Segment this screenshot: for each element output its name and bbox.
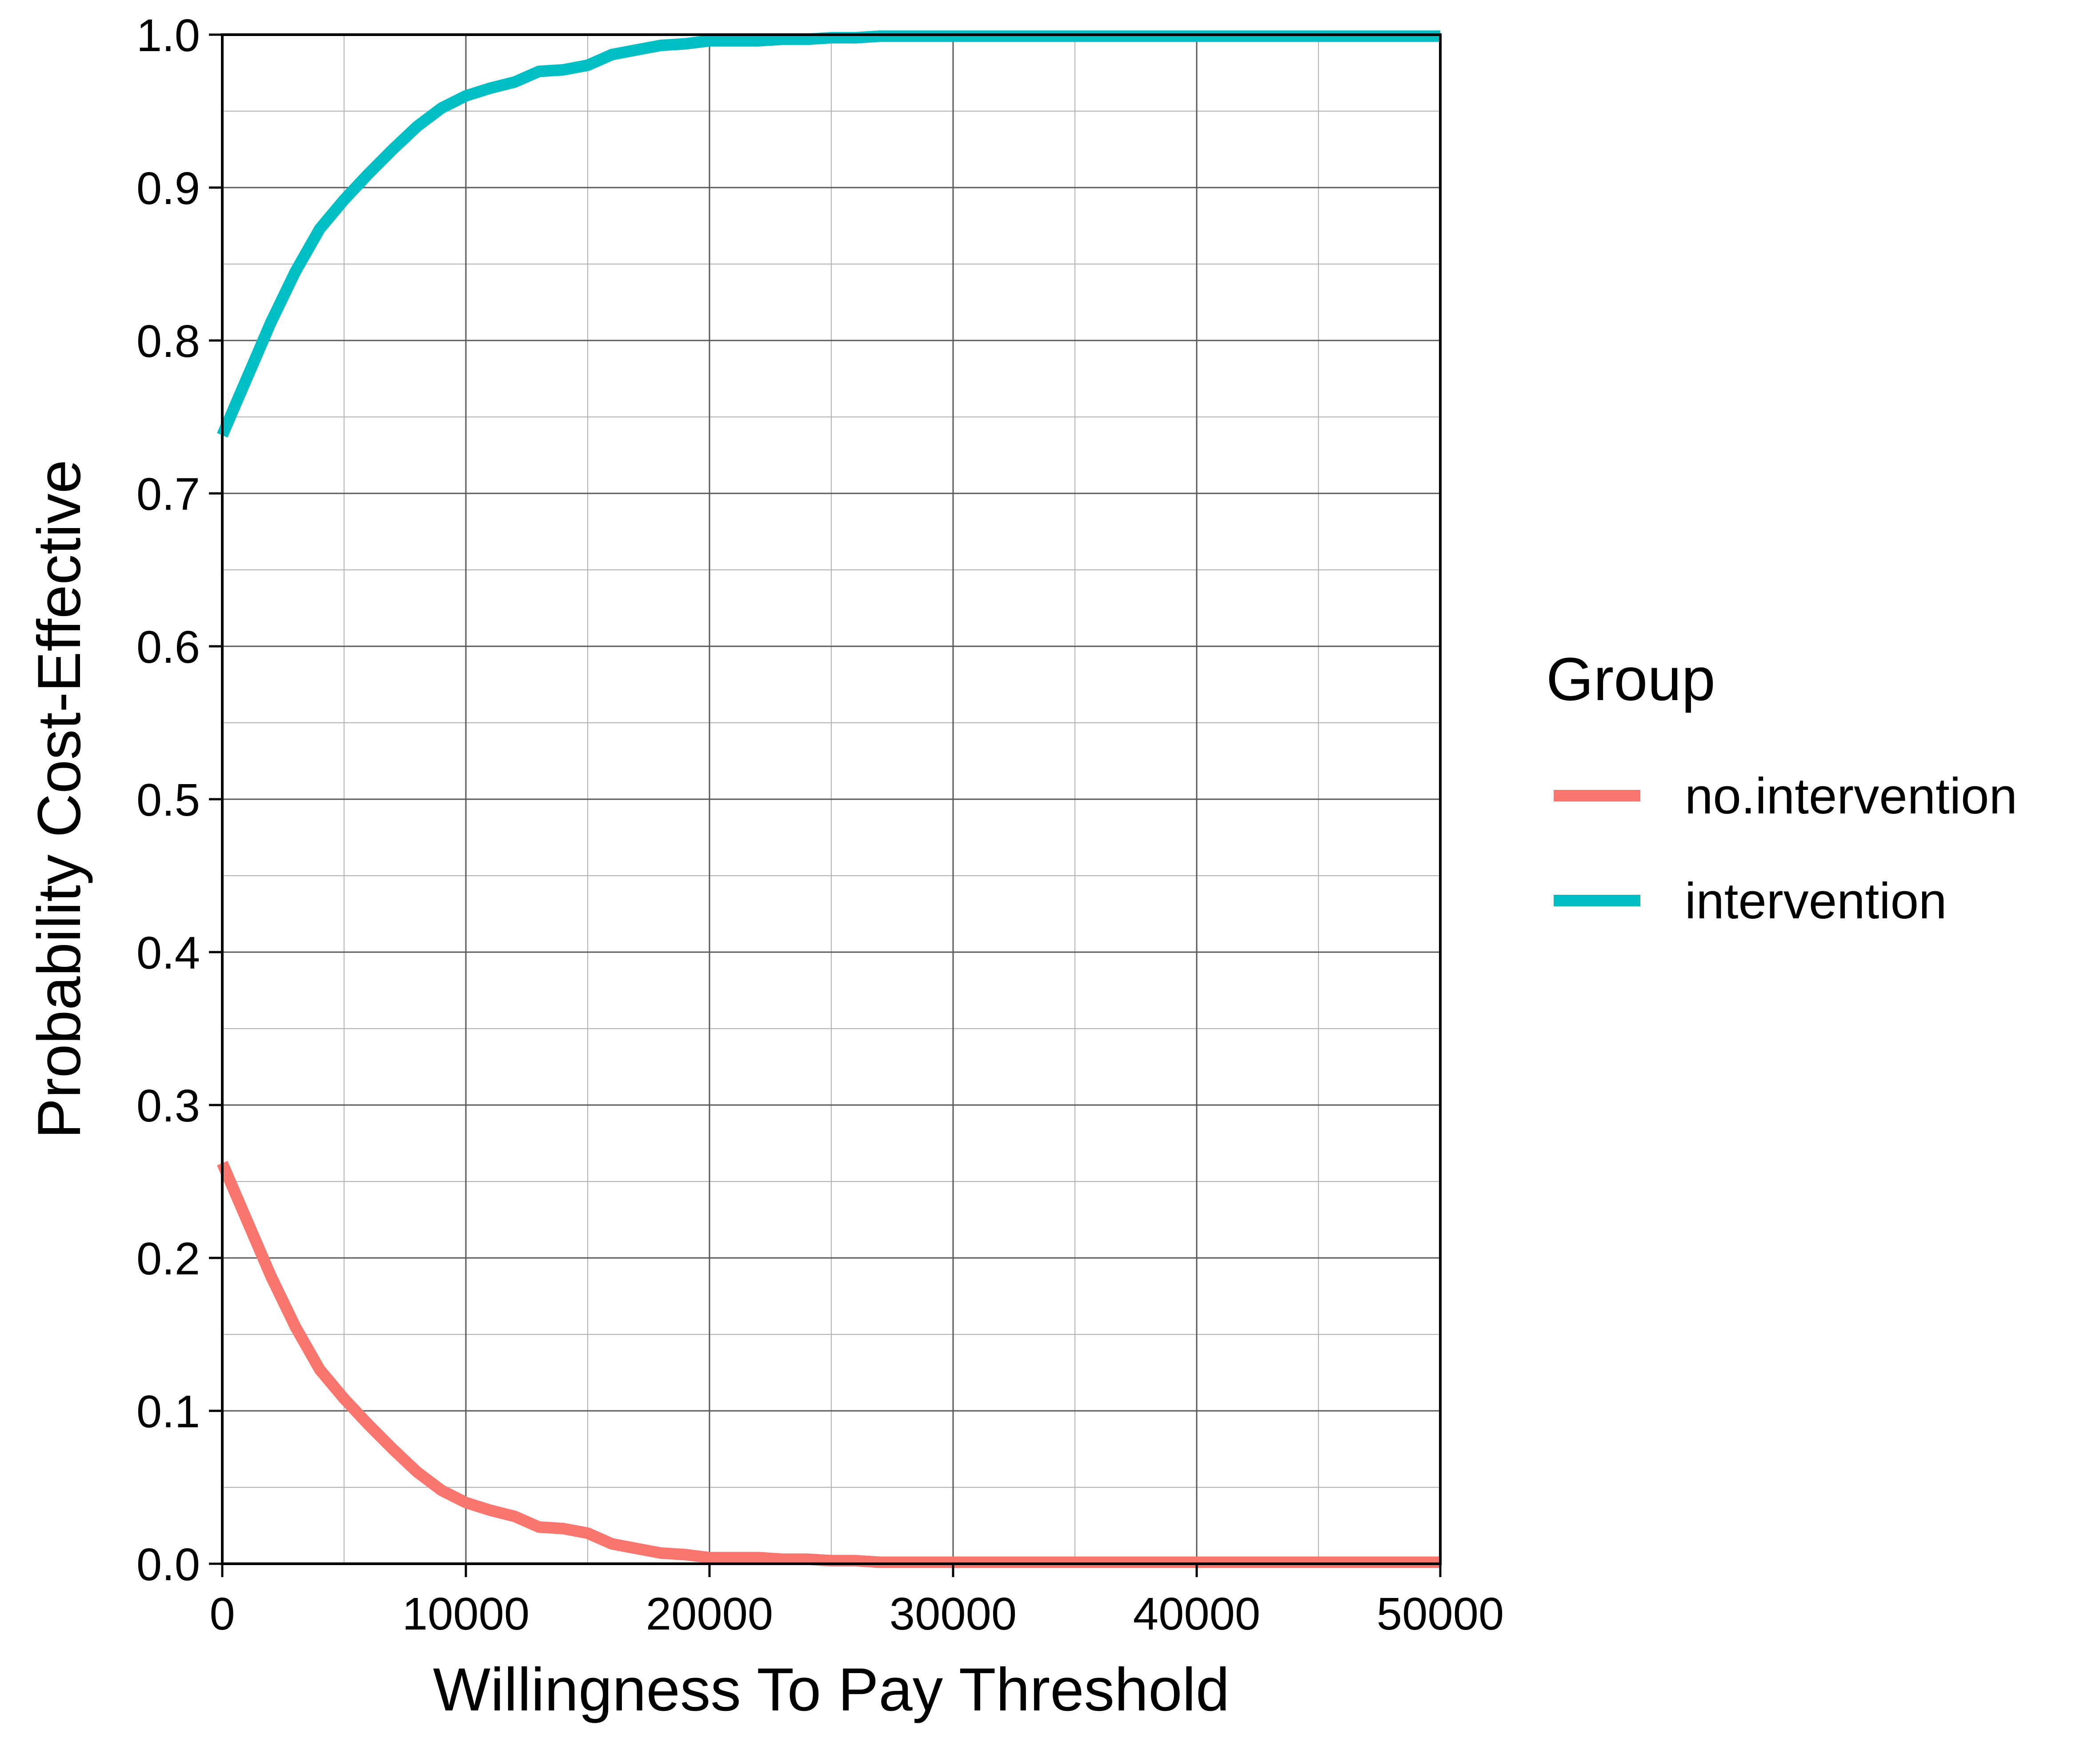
y-tick-label: 0.9 [136,163,200,214]
legend-label-intervention: intervention [1685,873,1947,929]
legend: Group no.intervention intervention [1546,645,2017,929]
x-tick-label: 20000 [646,1588,773,1639]
axes-layer [209,33,1442,1577]
y-tick-label: 0.5 [136,774,200,825]
y-tick-label: 0.3 [136,1080,200,1131]
x-axis-title: Willingness To Pay Threshold [433,1656,1230,1724]
y-tick-label: 0.8 [136,316,200,367]
x-tick-label: 50000 [1377,1588,1504,1639]
y-axis-title: Probability Cost-Effective [25,460,93,1139]
y-tick-label: 0.0 [136,1539,200,1590]
x-tick-label: 30000 [890,1588,1017,1639]
x-tick-label: 40000 [1133,1588,1260,1639]
y-tick-label: 0.7 [136,469,200,520]
series-line-intervention [217,30,1440,438]
y-tick-label: 0.4 [136,927,200,978]
legend-title: Group [1546,645,1715,713]
y-tick-label: 0.6 [136,621,200,673]
legend-items: no.intervention intervention [1554,768,2017,929]
series-line-no-intervention [217,1161,1440,1568]
legend-label-no-intervention: no.intervention [1685,768,2017,825]
y-tick-label: 1.0 [136,10,200,61]
y-tick-label: 0.1 [136,1386,200,1437]
x-tick-label: 10000 [402,1588,529,1639]
series-layer [217,30,1440,1568]
y-tick-labels: 0.0 0.1 0.2 0.3 0.4 0.5 0.6 0.7 0.8 0.9 1.0 [136,10,200,1590]
x-tick-labels: 0 10000 20000 30000 40000 50000 [209,1588,1504,1639]
x-tick-label: 0 [209,1588,235,1639]
y-tick-label: 0.2 [136,1233,200,1284]
